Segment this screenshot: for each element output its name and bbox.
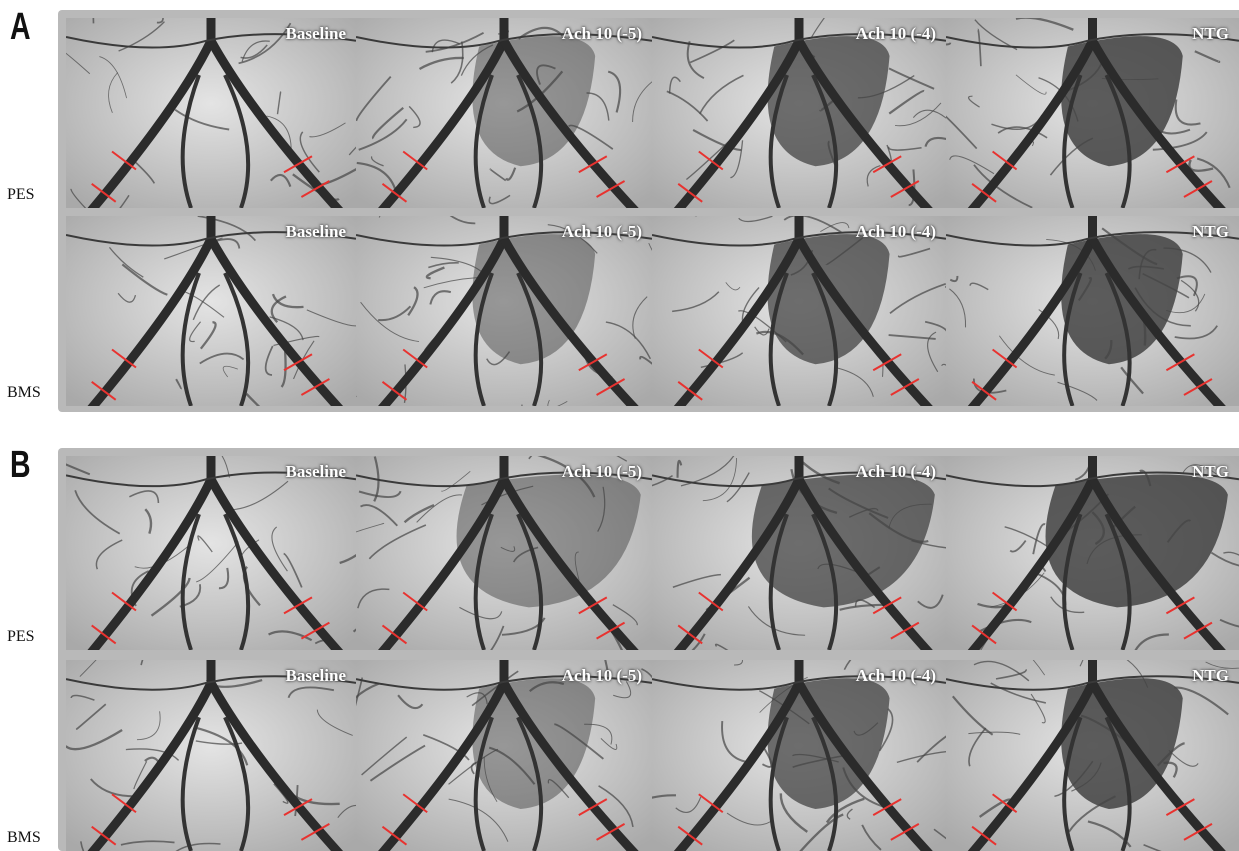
angiogram: [652, 18, 946, 208]
image-label: Ach 10 (-4): [856, 462, 936, 482]
image-label: Baseline: [286, 24, 346, 44]
angiogram: [946, 456, 1239, 650]
image-label: Ach 10 (-4): [856, 222, 936, 242]
image-label: Baseline: [286, 462, 346, 482]
angiogram: [356, 456, 652, 650]
image-label: Baseline: [286, 222, 346, 242]
row-label: PES: [7, 186, 35, 204]
image-label: Ach 10 (-5): [562, 666, 642, 686]
image-cell: Ach 10 (-4): [652, 18, 946, 208]
image-cell: Ach 10 (-4): [652, 456, 946, 650]
angiogram: [652, 660, 946, 851]
image-cell: Ach 10 (-5): [356, 18, 652, 208]
image-label: NTG: [1192, 222, 1229, 242]
angiogram: [946, 216, 1239, 406]
angiogram: [652, 456, 946, 650]
image-label: NTG: [1192, 666, 1229, 686]
image-cell: NTG: [946, 216, 1239, 406]
image-label: Ach 10 (-5): [562, 462, 642, 482]
angiogram: [356, 660, 652, 851]
image-cell: NTG: [946, 660, 1239, 851]
image-cell: Baseline: [66, 18, 356, 208]
image-label: Ach 10 (-5): [562, 222, 642, 242]
image-cell: Ach 10 (-4): [652, 216, 946, 406]
angiogram: [66, 456, 356, 650]
image-label: NTG: [1192, 462, 1229, 482]
image-label: Baseline: [286, 666, 346, 686]
image-label: Ach 10 (-4): [856, 24, 936, 44]
row-label: BMS: [7, 384, 41, 402]
panel-letter: B: [10, 444, 31, 487]
angiogram: [652, 216, 946, 406]
row-label: PES: [7, 628, 35, 646]
panel-letter: A: [10, 6, 31, 49]
figure: A Baseline Ach 10 (-5) Ach 10 (-4) NTG PE…: [0, 0, 1239, 851]
image-cell: Baseline: [66, 660, 356, 851]
image-cell: Baseline: [66, 216, 356, 406]
image-label: NTG: [1192, 24, 1229, 44]
image-label: Ach 10 (-5): [562, 24, 642, 44]
angiogram: [66, 216, 356, 406]
image-cell: Ach 10 (-4): [652, 660, 946, 851]
image-label: Ach 10 (-4): [856, 666, 936, 686]
image-cell: Ach 10 (-5): [356, 660, 652, 851]
image-cell: Baseline: [66, 456, 356, 650]
angiogram: [946, 660, 1239, 851]
angiogram: [66, 660, 356, 851]
row-label: BMS: [7, 829, 41, 847]
image-cell: NTG: [946, 18, 1239, 208]
angiogram: [66, 18, 356, 208]
angiogram: [356, 216, 652, 406]
image-cell: Ach 10 (-5): [356, 456, 652, 650]
angiogram: [946, 18, 1239, 208]
image-cell: NTG: [946, 456, 1239, 650]
image-cell: Ach 10 (-5): [356, 216, 652, 406]
angiogram: [356, 18, 652, 208]
